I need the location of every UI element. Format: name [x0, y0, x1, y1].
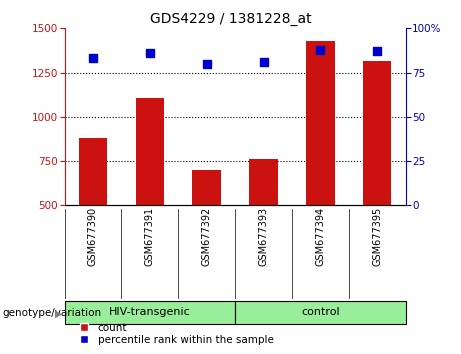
Text: control: control: [301, 307, 340, 318]
Point: [317, 47, 324, 52]
Point: [260, 59, 267, 65]
Text: genotype/variation: genotype/variation: [2, 308, 101, 318]
Bar: [235, 301, 406, 324]
Point: [146, 50, 154, 56]
Bar: [193, 170, 221, 205]
Text: HIV-transgenic: HIV-transgenic: [109, 307, 191, 318]
Point: [203, 61, 210, 67]
Bar: [306, 41, 335, 205]
Bar: [79, 138, 107, 205]
Bar: [65, 301, 235, 324]
Point: [89, 56, 97, 61]
Legend: count, percentile rank within the sample: count, percentile rank within the sample: [70, 318, 278, 349]
Point: [373, 48, 381, 54]
Text: GDS4229 / 1381228_at: GDS4229 / 1381228_at: [150, 12, 311, 27]
Bar: [249, 159, 278, 205]
Bar: [363, 61, 391, 205]
Text: ▶: ▶: [55, 308, 62, 318]
Bar: [136, 98, 164, 205]
